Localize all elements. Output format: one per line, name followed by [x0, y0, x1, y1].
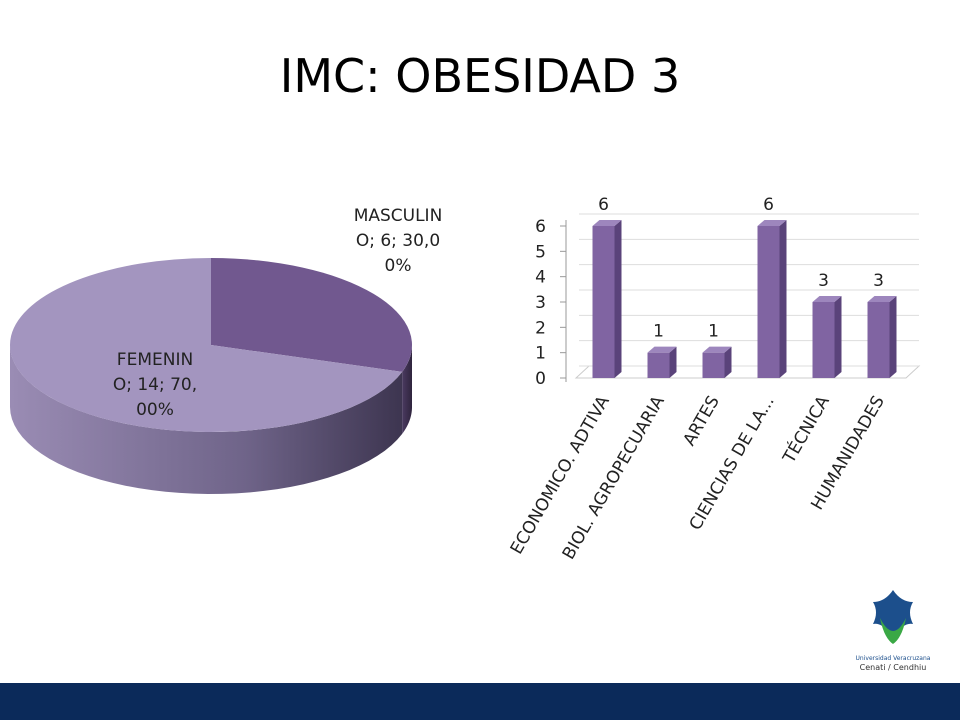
pie-side: [402, 345, 412, 434]
data-label: 1: [653, 322, 664, 342]
y-tick-label: 2: [535, 318, 546, 338]
logo-unit: Cenati / Cendhiu: [860, 663, 927, 672]
slide-title: IMC: OBESIDAD 3: [280, 49, 680, 103]
logo-name: Universidad Veracruzana: [856, 655, 931, 662]
bar-front: [702, 352, 725, 378]
data-label: 1: [708, 322, 719, 342]
bar-side: [834, 296, 842, 378]
bar: [647, 346, 677, 378]
logo-mark: [873, 590, 913, 638]
pie-data-label: FEMENINO; 14; 70,00%: [112, 350, 198, 420]
pie-slice: [211, 258, 412, 372]
bar-top: [647, 346, 677, 353]
y-tick-label: 4: [535, 268, 546, 288]
y-tick-label: 3: [535, 293, 546, 313]
bar-side: [724, 346, 732, 378]
bar-side: [669, 346, 677, 378]
data-label: 6: [598, 195, 609, 215]
bar-top: [867, 296, 897, 302]
bar-side: [614, 220, 622, 378]
bar-top: [812, 296, 842, 302]
footer-bar: [0, 683, 960, 720]
bar: [867, 296, 897, 378]
bar: [702, 346, 732, 378]
bar-front: [647, 352, 670, 378]
logo: Universidad Veracruzana Cenati / Cendhiu: [856, 590, 931, 672]
x-tick-label: TÉCNICA: [777, 391, 834, 467]
bar-top: [757, 220, 787, 226]
logo-leaf: [880, 618, 906, 644]
pie-side: [10, 345, 403, 494]
bar-top: [702, 346, 732, 353]
y-tick-label: 6: [535, 217, 546, 237]
y-tick-label: 1: [535, 344, 546, 364]
data-label: 3: [818, 271, 829, 291]
x-tick-label: ECONOMICO. ADTIVA: [507, 392, 614, 558]
bar: [757, 220, 787, 378]
bar-front: [812, 302, 835, 378]
bar-front: [592, 226, 615, 378]
bar-side: [779, 220, 787, 378]
bar: [592, 220, 622, 378]
bar-top: [592, 220, 622, 226]
bar-side: [889, 296, 897, 378]
bar-front: [757, 226, 780, 378]
pie-slice: [10, 258, 403, 432]
bar-front: [867, 302, 890, 378]
x-tick-label: ARTES: [679, 393, 723, 450]
data-label: 6: [763, 195, 774, 215]
x-tick-label: BIOL. AGROPECUARIA: [559, 392, 669, 563]
bar: [812, 296, 842, 378]
y-tick-label: 0: [535, 369, 546, 389]
data-label: 3: [873, 271, 884, 291]
pie-data-label: MASCULINO; 6; 30,00%: [353, 206, 443, 276]
y-tick-label: 5: [535, 242, 546, 262]
